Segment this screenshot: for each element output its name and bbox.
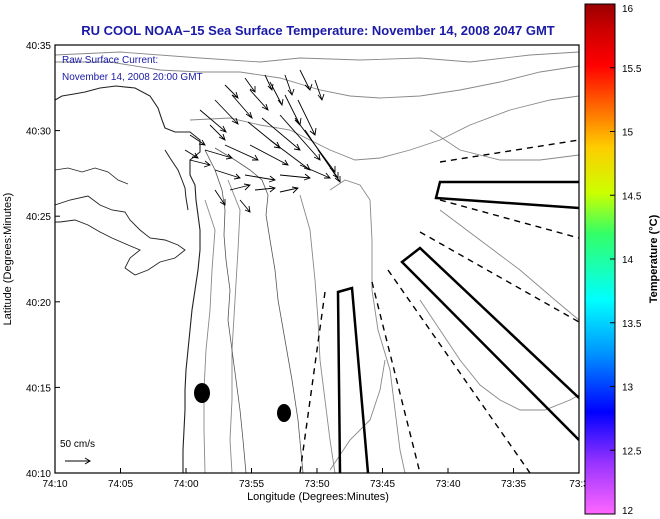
colorbar-tick-label: 15 (622, 128, 634, 139)
current-vectors (184, 69, 341, 213)
x-tick-label: 73:50 (304, 479, 329, 490)
plot-frame (54, 44, 580, 474)
y-axis-ticks: 40:10 40:15 40:20 40:25 40:30 40:35 (26, 41, 60, 480)
colorbar-tick-label: 15.5 (622, 64, 642, 75)
colorbar-tick-label: 12.5 (622, 446, 642, 457)
x-tick-label: 73:3 (569, 479, 589, 490)
scale-arrow (65, 457, 91, 465)
marker-ellipse-1 (194, 383, 210, 403)
colorbar-tick-label: 16 (622, 4, 634, 15)
colorbar-ticks: 12 12.5 13 13.5 14 14.5 15 15.5 16 (610, 3, 642, 517)
colorbar-tick-label: 12 (622, 506, 634, 517)
annotation-line-1: Raw Surface Current: (62, 55, 158, 66)
x-axis-label: Longitude (Degrees:Minutes) (247, 491, 389, 503)
x-tick-label: 74:10 (42, 479, 67, 490)
colorbar-tick-label: 13 (622, 383, 634, 394)
y-axis-label: Latitude (Degrees:Minutes) (2, 193, 14, 326)
annotation-line-2: November 14, 2008 20:00 GMT (62, 72, 203, 83)
x-tick-label: 73:45 (370, 479, 395, 490)
bay-shoreline (55, 195, 186, 276)
colorbar-tick-label: 13.5 (622, 319, 642, 330)
colorbar-label: Temperature (°C) (648, 214, 660, 303)
y-tick-label: 40:30 (26, 127, 51, 138)
x-axis-ticks: 74:10 74:05 74:00 73:55 73:50 73:45 73:40 73:35… (42, 468, 589, 490)
coastline (55, 85, 201, 473)
x-tick-label: 74:00 (173, 479, 198, 490)
y-tick-label: 40:25 (26, 212, 51, 223)
sandy-hook (164, 149, 189, 211)
river-shore (55, 167, 129, 185)
scale-label: 50 cm/s (60, 439, 95, 450)
x-tick-label: 74:05 (108, 479, 133, 490)
y-tick-label: 40:15 (26, 383, 51, 394)
y-tick-label: 40:35 (26, 41, 51, 52)
x-tick-label: 73:55 (239, 479, 264, 490)
nearshore-contour (204, 147, 304, 473)
x-tick-label: 73:40 (435, 479, 460, 490)
x-tick-label: 73:35 (501, 479, 526, 490)
colorbar-tick-label: 14 (622, 255, 634, 266)
bathymetry-contours (55, 51, 579, 473)
marker-ellipse-2 (277, 404, 291, 422)
y-tick-label: 40:20 (26, 298, 51, 309)
chart-title: RU COOL NOAA–15 Sea Surface Temperature:… (81, 23, 555, 38)
glider-boxes (336, 180, 579, 473)
y-tick-label: 40:10 (26, 469, 51, 480)
map-layers (55, 51, 579, 473)
sector-dashes (299, 139, 579, 473)
colorbar-tick-label: 14.5 (622, 191, 642, 202)
